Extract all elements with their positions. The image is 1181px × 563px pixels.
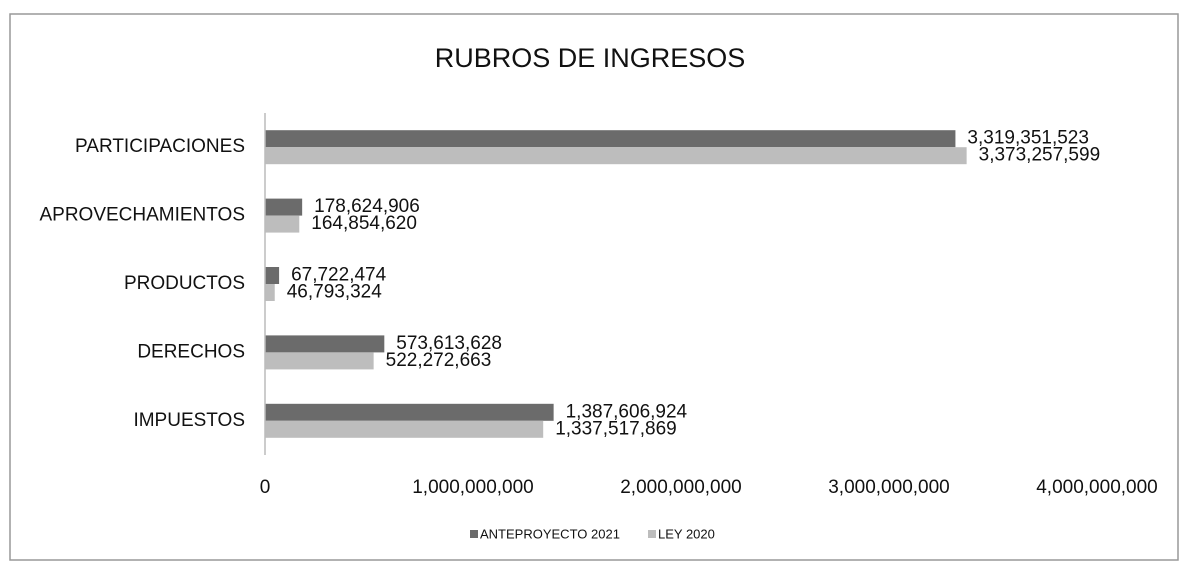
data-label: 573,613,628 — [396, 333, 502, 354]
bar — [265, 284, 275, 301]
y-tick-label: APROVECHAMIENTOS — [39, 205, 245, 226]
legend-label: ANTEPROYECTO 2021 — [480, 526, 620, 541]
bar — [265, 335, 385, 353]
y-tick-label: IMPUESTOS — [133, 410, 245, 431]
legend-swatch — [648, 530, 656, 538]
bar — [265, 130, 956, 148]
x-tick-label: 0 — [260, 477, 271, 498]
data-label: 522,272,663 — [386, 350, 492, 371]
bar — [265, 420, 544, 438]
chart-title: RUBROS DE INGRESOS — [435, 43, 746, 73]
bar — [265, 215, 300, 233]
y-tick-label: DERECHOS — [137, 341, 245, 362]
data-label: 178,624,906 — [314, 196, 420, 217]
data-label: 67,722,474 — [291, 265, 387, 286]
bar — [265, 352, 374, 370]
data-label: 46,793,324 — [287, 282, 383, 303]
bar — [265, 403, 554, 421]
bar — [265, 147, 967, 165]
x-tick-label: 3,000,000,000 — [828, 477, 950, 498]
data-label: 3,373,257,599 — [979, 145, 1101, 166]
bar — [265, 267, 280, 284]
data-label: 164,854,620 — [311, 213, 417, 234]
chart-frame — [9, 13, 1179, 561]
data-label: 1,387,606,924 — [566, 401, 688, 422]
legend-swatch — [470, 530, 478, 538]
x-tick-label: 2,000,000,000 — [620, 477, 742, 498]
x-tick-label: 4,000,000,000 — [1036, 477, 1158, 498]
y-tick-label: PARTICIPACIONES — [75, 136, 245, 157]
y-tick-label: PRODUCTOS — [124, 273, 245, 294]
bar — [265, 198, 303, 216]
data-label: 1,337,517,869 — [555, 418, 677, 439]
data-label: 3,319,351,523 — [967, 128, 1089, 149]
legend-label: LEY 2020 — [658, 526, 715, 541]
x-tick-label: 1,000,000,000 — [412, 477, 534, 498]
